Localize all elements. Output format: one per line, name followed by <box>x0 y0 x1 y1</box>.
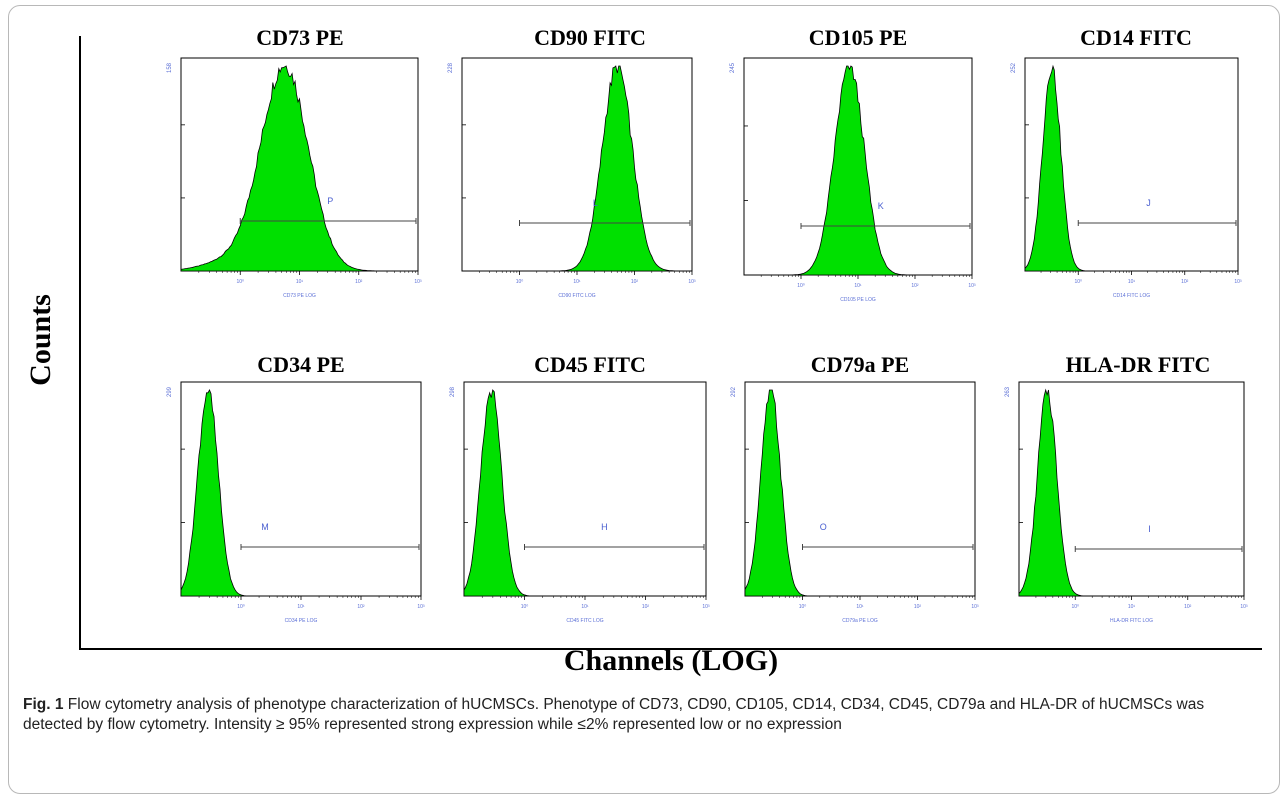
histogram-area <box>744 65 972 276</box>
histogram-panel: CD79a PE 292 10⁰ 10¹ 10² 10³ O CD79a PE LOG <box>731 352 979 624</box>
x-tick-label: 10⁰ <box>1074 279 1082 285</box>
x-tick-label: 10⁰ <box>516 279 524 285</box>
x-tick-label: 10³ <box>417 604 425 610</box>
histogram-area <box>1018 388 1244 597</box>
ymax-label: 292 <box>731 386 737 397</box>
x-tick-label: 10⁰ <box>521 604 529 610</box>
histogram-panel: CD34 PE 299 10⁰ 10¹ 10² 10³ M CD34 PE LOG <box>167 352 425 624</box>
histogram-area <box>180 65 418 272</box>
panel-title: CD79a PE <box>811 352 909 377</box>
histogram-area <box>1024 64 1238 272</box>
gate-label: L <box>593 198 598 208</box>
x-axis-label: Channels (LOG) <box>564 644 778 677</box>
x-tick-label: 10¹ <box>1128 604 1136 610</box>
x-tick-label: 10³ <box>688 279 696 285</box>
x-tick-label: 10² <box>1181 279 1189 285</box>
parameter-label: CD14 FITC LOG <box>1113 293 1150 299</box>
x-tick-label: 10¹ <box>296 279 304 285</box>
histogram-panel: CD90 FITC 228 10⁰ 10¹ 10² 10³ L CD90 FITC LOG <box>448 25 696 299</box>
x-tick-label: 10² <box>631 279 639 285</box>
panel-title: HLA-DR FITC <box>1066 352 1211 377</box>
ymax-label: 158 <box>167 62 173 73</box>
gate-label: M <box>261 522 269 532</box>
y-axis-label: Counts <box>24 294 57 386</box>
x-tick-label: 10³ <box>1234 279 1242 285</box>
x-tick-label: 10¹ <box>297 604 305 610</box>
x-tick-label: 10¹ <box>856 604 864 610</box>
x-tick-label: 10¹ <box>1128 279 1136 285</box>
histogram-panel: CD14 FITC 252 10⁰ 10¹ 10² 10³ J CD14 FITC LOG <box>1011 25 1242 299</box>
x-tick-label: 10³ <box>968 283 976 289</box>
x-tick-label: 10² <box>914 604 922 610</box>
ymax-label: 252 <box>1011 62 1017 73</box>
parameter-label: CD34 PE LOG <box>285 618 318 624</box>
histogram-area <box>463 389 706 597</box>
parameter-label: CD105 PE LOG <box>840 297 876 303</box>
gate-label: H <box>601 522 608 532</box>
panel-title: CD34 PE <box>257 352 344 377</box>
histogram-panel: CD105 PE 245 10⁰ 10¹ 10² 10³ K CD105 PE LOG <box>730 25 976 303</box>
histogram-area <box>180 389 421 597</box>
parameter-label: CD90 FITC LOG <box>558 293 595 299</box>
x-tick-label: 10¹ <box>573 279 581 285</box>
panel-title: CD14 FITC <box>1080 25 1192 50</box>
x-tick-label: 10² <box>357 604 365 610</box>
panel-title: CD45 FITC <box>534 352 646 377</box>
plot-frame <box>461 57 693 272</box>
x-tick-label: 10⁰ <box>236 279 244 285</box>
x-tick-label: 10³ <box>414 279 422 285</box>
ymax-label: 299 <box>167 386 173 397</box>
histogram-area <box>744 389 975 597</box>
ymax-label: 298 <box>450 386 456 397</box>
gate-label: P <box>327 196 333 206</box>
parameter-label: CD73 PE LOG <box>283 293 316 299</box>
x-tick-label: 10³ <box>1240 604 1248 610</box>
x-tick-label: 10¹ <box>854 283 862 289</box>
histogram-panel: HLA-DR FITC 263 10⁰ 10¹ 10² 10³ I HLA-DR FITC L… <box>1005 352 1248 624</box>
parameter-label: CD79a PE LOG <box>842 618 878 624</box>
caption-text: Flow cytometry analysis of phenotype cha… <box>23 696 1205 733</box>
parameter-label: HLA-DR FITC LOG <box>1110 618 1153 624</box>
x-tick-label: 10³ <box>971 604 979 610</box>
x-tick-label: 10² <box>642 604 650 610</box>
parameter-label: CD45 FITC LOG <box>566 618 603 624</box>
figure-frame <box>8 5 1280 794</box>
histogram-panel: CD73 PE 158 10⁰ 10¹ 10² 10³ P CD73 PE LOG <box>167 25 422 299</box>
x-tick-label: 10² <box>355 279 363 285</box>
x-tick-label: 10⁰ <box>797 283 805 289</box>
gate-label: J <box>1146 198 1151 208</box>
x-tick-label: 10³ <box>702 604 710 610</box>
x-tick-label: 10⁰ <box>799 604 807 610</box>
panel-title: CD73 PE <box>256 25 343 50</box>
x-tick-label: 10¹ <box>581 604 589 610</box>
x-tick-label: 10⁰ <box>1071 604 1079 610</box>
gate-label: I <box>1148 524 1151 534</box>
x-tick-label: 10⁰ <box>237 604 245 610</box>
histogram-panel: CD45 FITC 298 10⁰ 10¹ 10² 10³ H CD45 FITC LOG <box>450 352 710 624</box>
histogram-area <box>462 65 692 272</box>
panel-title: CD105 PE <box>809 25 907 50</box>
ymax-label: 263 <box>1005 386 1011 397</box>
x-tick-label: 10² <box>1184 604 1192 610</box>
histogram-panels: CD73 PE 158 10⁰ 10¹ 10² 10³ P CD73 PE LOG CD90 F… <box>167 25 1248 624</box>
x-tick-label: 10² <box>911 283 919 289</box>
ymax-label: 245 <box>730 62 736 73</box>
figure-caption: Fig. 1 Flow cytometry analysis of phenot… <box>23 695 1263 735</box>
gate-label: K <box>878 201 884 211</box>
gate-label: O <box>820 522 827 532</box>
panel-title: CD90 FITC <box>534 25 646 50</box>
ymax-label: 228 <box>448 62 454 73</box>
caption-label: Fig. 1 <box>23 696 64 713</box>
